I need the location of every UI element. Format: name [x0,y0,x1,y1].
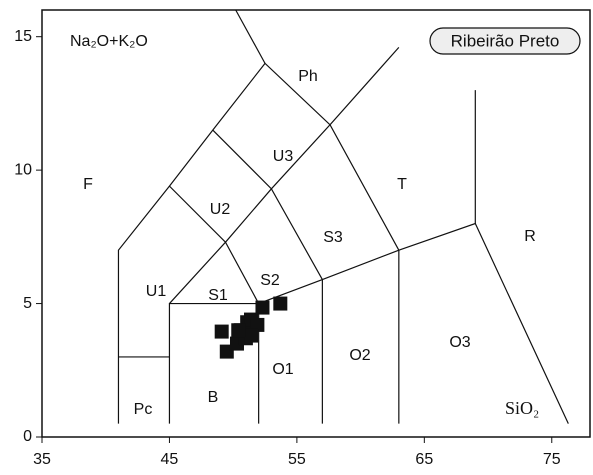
field-boundary [168,124,331,304]
field-boundary [329,124,400,424]
field-label: S2 [260,272,280,289]
x-tick-label: 65 [415,451,433,468]
x-tick-label: 75 [543,451,561,468]
y-axis-label: Na₂O+K₂O [70,33,148,50]
field-label: U1 [146,283,167,300]
field-boundary [258,222,569,424]
field-label: B [208,389,219,406]
field-label: T [397,176,407,193]
y-tick-label: 0 [23,428,32,445]
field-label: U3 [273,148,294,165]
y-tick-label: 15 [14,28,32,45]
field-label: O3 [449,334,470,351]
field-label: Pc [134,401,153,418]
data-point [244,328,259,343]
legend-box [429,27,581,55]
plot-frame [41,9,591,438]
field-label: O1 [272,361,293,378]
x-tick-label: 35 [33,451,51,468]
y-tick-label: 5 [23,295,32,312]
field-label: S1 [208,287,228,304]
data-point [255,300,270,315]
data-point [231,323,246,338]
field-label: Ph [298,68,318,85]
x-axis-label: SiO₂ [505,398,539,418]
field-label: U2 [210,201,231,218]
data-point [273,296,288,311]
field-boundary [235,9,266,64]
field-label: O2 [349,347,370,364]
data-point [214,324,229,339]
field-boundary [168,302,259,424]
data-point [250,317,265,332]
legend-label: Ribeirão Preto [451,31,560,50]
x-tick-label: 45 [161,451,179,468]
field-label: F [83,176,93,193]
y-tick-label: 10 [14,161,32,178]
x-tick-label: 55 [288,451,306,468]
field-label: S3 [323,229,343,246]
field-label: R [524,228,536,245]
